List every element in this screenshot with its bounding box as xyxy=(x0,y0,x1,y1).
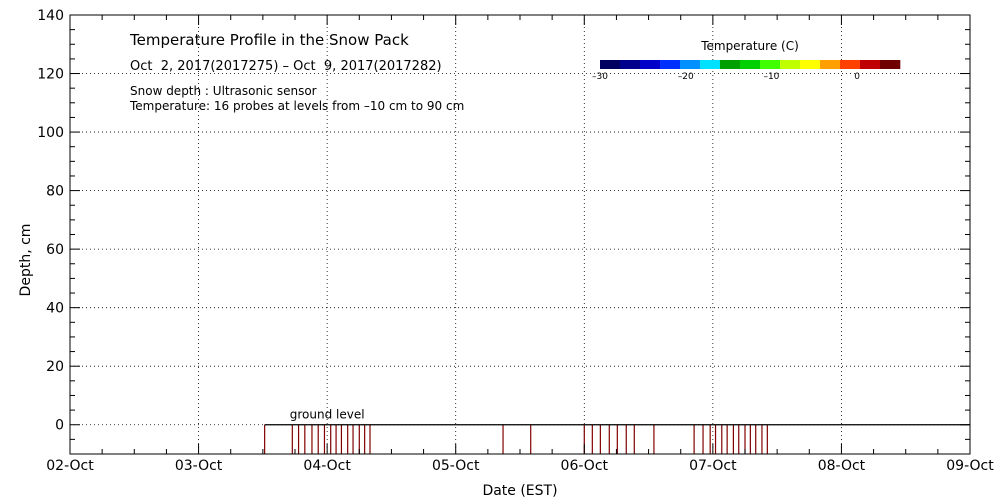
x-tick-label: 02-Oct xyxy=(46,458,94,474)
y-tick-label: 60 xyxy=(46,242,64,258)
y-tick-label: 140 xyxy=(37,8,64,24)
y-tick-label: 120 xyxy=(37,67,64,83)
plot-frame xyxy=(69,14,971,455)
colorbar-cell xyxy=(740,60,761,69)
x-tick-label: 04-Oct xyxy=(303,458,351,474)
colorbar-cell xyxy=(780,60,801,69)
colorbar-title: Temperature (C) xyxy=(700,39,799,53)
colorbar-tick-label: –30 xyxy=(592,72,608,82)
chart-title: Temperature Profile in the Snow Pack xyxy=(129,31,409,49)
x-axis-title: Date (EST) xyxy=(482,483,557,499)
colorbar-cell xyxy=(620,60,641,69)
colorbar-cell xyxy=(880,60,901,69)
colorbar-cell xyxy=(820,60,841,69)
x-tick-label: 05-Oct xyxy=(432,458,480,474)
colorbar-cell xyxy=(760,60,781,69)
colorbar-cell xyxy=(700,60,721,69)
colorbar-tick-labels: –30 –20 –10 0 xyxy=(592,72,860,82)
y-tick-label: 20 xyxy=(46,359,64,375)
y-tick-label: 0 xyxy=(55,418,64,434)
x-tick-label: 08-Oct xyxy=(818,458,866,474)
x-tick-label: 07-Oct xyxy=(689,458,737,474)
y-tick-label: 100 xyxy=(37,125,64,141)
colorbar-cell xyxy=(600,60,621,69)
snow-depth-spikes xyxy=(264,424,768,454)
ground-level-label: ground level xyxy=(290,408,365,422)
colorbar-cells xyxy=(600,60,901,69)
colorbar-cell xyxy=(680,60,701,69)
x-tick-label: 06-Oct xyxy=(561,458,609,474)
colorbar: Temperature (C) –30 –20 –10 0 xyxy=(592,39,901,82)
x-tick-label: 09-Oct xyxy=(946,458,994,474)
plot-area xyxy=(70,15,970,454)
colorbar-cell xyxy=(660,60,681,69)
note-snow-depth: Snow depth : Ultrasonic sensor xyxy=(130,84,317,98)
colorbar-tick-label: –20 xyxy=(678,72,694,82)
x-tick-labels: 02-Oct 03-Oct 04-Oct 05-Oct 06-Oct 07-Oct 08-O… xyxy=(46,458,994,474)
x-tick-label: 03-Oct xyxy=(175,458,223,474)
y-tick-label: 80 xyxy=(46,184,64,200)
colorbar-cell xyxy=(840,60,861,69)
y-tick-label: 40 xyxy=(46,301,64,317)
colorbar-cell xyxy=(640,60,661,69)
axis-ticks xyxy=(69,14,971,455)
y-tick-labels: 0 20 40 60 80 100 120 140 xyxy=(37,8,64,434)
colorbar-cell xyxy=(860,60,881,69)
note-temperature: Temperature: 16 probes at levels from –1… xyxy=(129,99,464,113)
colorbar-cell xyxy=(720,60,741,69)
chart-subtitle: Oct 2, 2017(2017275) – Oct 9, 2017(20172… xyxy=(130,59,442,74)
colorbar-tick-label: 0 xyxy=(854,72,860,82)
colorbar-tick-label: –10 xyxy=(763,72,779,82)
y-axis-title: Depth, cm xyxy=(18,224,34,297)
colorbar-cell xyxy=(800,60,821,69)
